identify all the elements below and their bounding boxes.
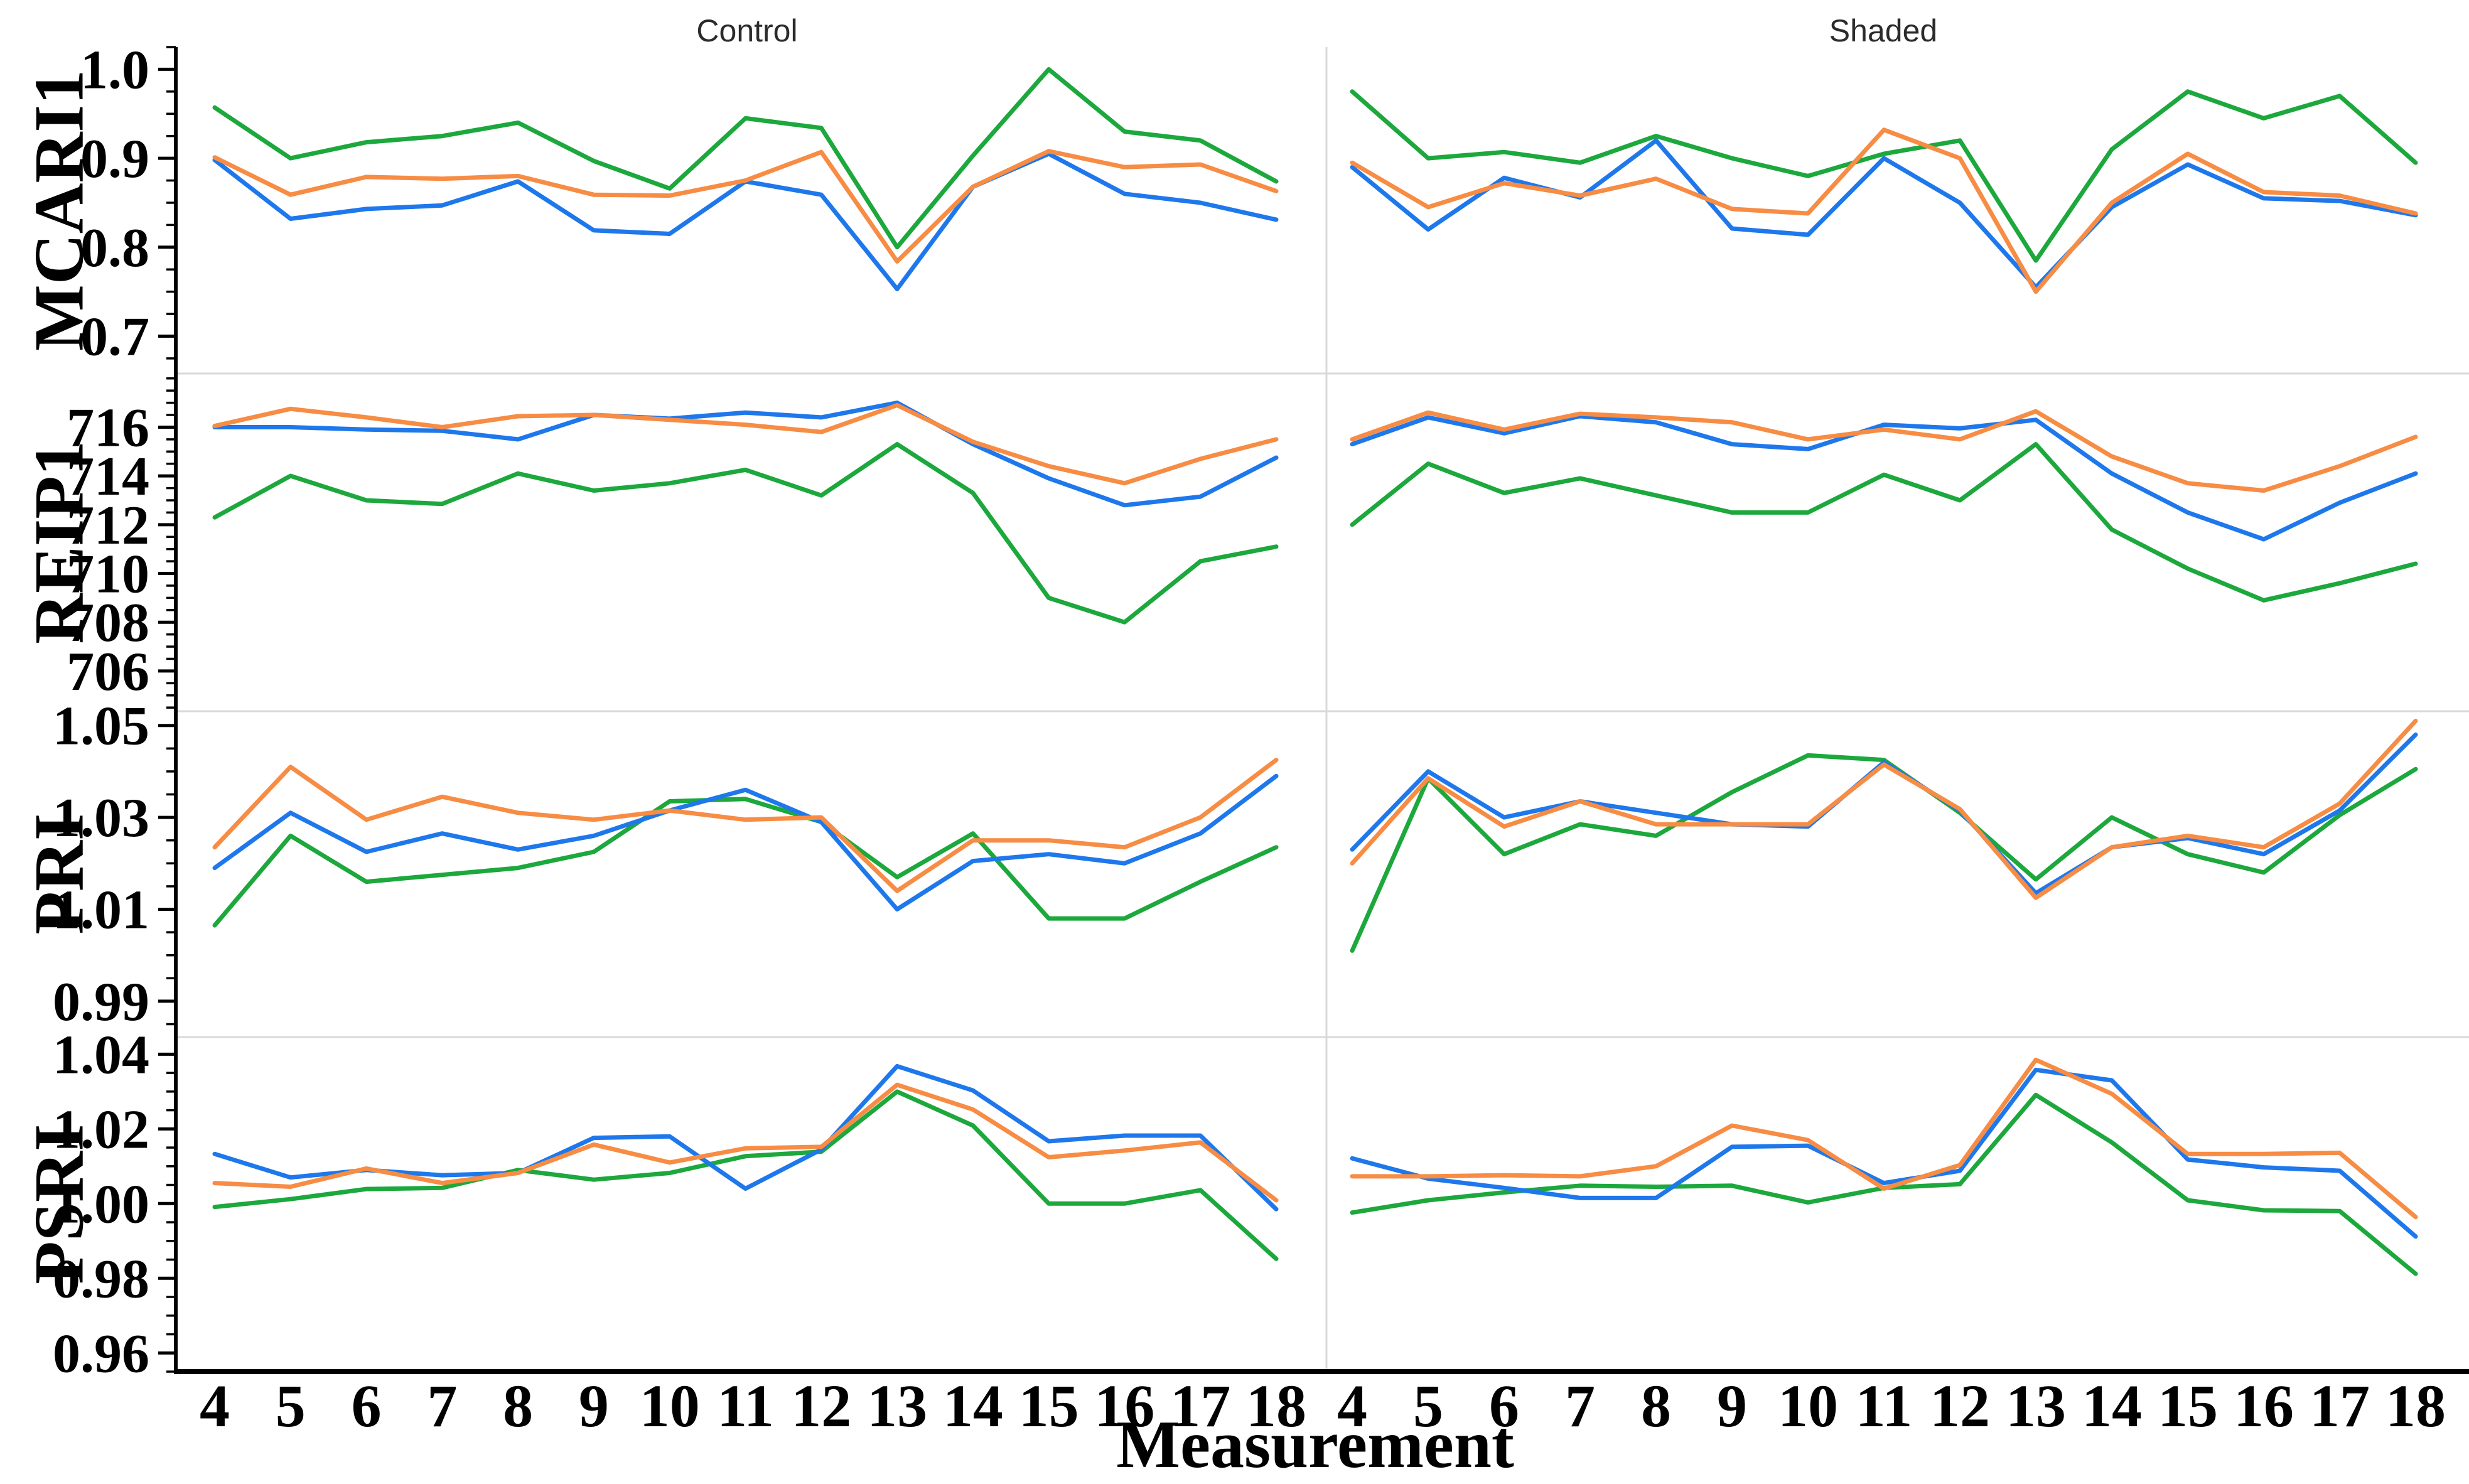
y-tick-label: 1.00: [53, 1174, 149, 1235]
series-line-blue-psri-shaded: [1350, 1067, 2418, 1239]
series-line-blue-mcari1-control: [212, 151, 1279, 291]
x-tick-label: 16: [2234, 1372, 2294, 1439]
x-tick-label: 10: [1778, 1372, 1838, 1439]
x-tick-label: 4: [200, 1372, 230, 1439]
x-tick-label: 12: [1930, 1372, 1990, 1439]
series-line-blue-reip1-control: [212, 401, 1279, 508]
series-line-orange-pri-control: [212, 758, 1279, 893]
series-line-green-mcari1-shaded: [1350, 89, 2418, 263]
y-tick-label: 0.96: [53, 1323, 149, 1384]
y-tick-label: 0.9: [80, 129, 149, 190]
y-tick-label: 714: [67, 446, 149, 507]
y-tick-label: 1.04: [53, 1024, 149, 1085]
y-tick-label: 0.98: [53, 1249, 149, 1309]
x-tick-label: 9: [1717, 1372, 1747, 1439]
series-line-green-reip1-control: [212, 442, 1279, 625]
y-axis-title-mcari1: MCARI1: [20, 70, 99, 351]
series-line-orange-psri-shaded: [1350, 1057, 2418, 1220]
x-tick-label: 8: [1641, 1372, 1671, 1439]
x-tick-label: 9: [579, 1372, 609, 1439]
x-tick-label: 5: [276, 1372, 306, 1439]
y-tick-label: 0.7: [80, 306, 149, 367]
series-line-orange-pri-shaded: [1350, 718, 2418, 900]
column-title-shaded: Shaded: [1829, 13, 1938, 48]
series-line-orange-mcari1-control: [212, 149, 1279, 264]
x-tick-label: 15: [2158, 1372, 2218, 1439]
y-axis-title-pri: PRI: [20, 813, 99, 935]
x-tick-label: 13: [2006, 1372, 2066, 1439]
x-tick-label: 14: [2082, 1372, 2142, 1439]
column-title-control: Control: [696, 13, 798, 48]
x-tick-label: 4: [1337, 1372, 1367, 1439]
y-tick-label: 710: [67, 544, 149, 605]
y-tick-label: 708: [67, 593, 149, 653]
x-tick-label: 5: [1413, 1372, 1443, 1439]
y-tick-label: 1.05: [53, 696, 149, 757]
y-axis-title-reip1: REIP1: [20, 441, 99, 644]
series-line-blue-reip1-shaded: [1350, 414, 2418, 542]
x-tick-label: 18: [1246, 1372, 1306, 1439]
x-tick-label: 12: [791, 1372, 851, 1439]
series-line-orange-psri-control: [212, 1082, 1279, 1203]
y-tick-label: 1.01: [53, 879, 149, 940]
y-tick-label: 0.8: [80, 218, 149, 279]
series-line-green-psri-control: [212, 1089, 1279, 1261]
x-tick-label: 14: [943, 1372, 1003, 1439]
x-tick-label: 7: [427, 1372, 457, 1439]
x-tick-label: 6: [1489, 1372, 1519, 1439]
series-line-green-mcari1-control: [212, 67, 1279, 250]
x-tick-label: 8: [503, 1372, 533, 1439]
x-tick-label: 18: [2386, 1372, 2446, 1439]
y-axis-title-psri: PSRI: [20, 1124, 99, 1284]
series-line-blue-pri-control: [212, 773, 1279, 911]
x-tick-label: 6: [352, 1372, 382, 1439]
x-tick-label: 15: [1019, 1372, 1079, 1439]
series-line-blue-pri-shaded: [1350, 732, 2418, 896]
x-tick-label: 17: [1170, 1372, 1230, 1439]
x-tick-label: 7: [1565, 1372, 1595, 1439]
y-tick-label: 1.0: [80, 40, 149, 100]
y-tick-label: 716: [67, 397, 149, 458]
x-tick-label: 16: [1094, 1372, 1154, 1439]
series-line-blue-mcari1-shaded: [1350, 138, 2418, 290]
y-tick-label: 712: [67, 495, 149, 556]
series-line-orange-mcari1-shaded: [1350, 127, 2418, 294]
series-line-orange-reip1-control: [212, 403, 1279, 486]
series-line-green-pri-shaded: [1350, 753, 2418, 953]
y-tick-label: 1.02: [53, 1099, 149, 1160]
x-axis-title: Measurement: [1116, 1407, 1514, 1482]
series-line-green-reip1-shaded: [1350, 442, 2418, 603]
x-tick-label: 11: [1856, 1372, 1913, 1439]
x-tick-label: 17: [2310, 1372, 2370, 1439]
x-tick-label: 11: [717, 1372, 774, 1439]
x-tick-label: 10: [640, 1372, 700, 1439]
y-tick-label: 706: [67, 642, 149, 702]
y-tick-label: 1.03: [53, 788, 149, 849]
series-line-green-pri-control: [212, 797, 1279, 928]
x-tick-label: 13: [867, 1372, 927, 1439]
y-tick-label: 0.99: [53, 972, 149, 1033]
series-line-orange-reip1-shaded: [1350, 409, 2418, 493]
